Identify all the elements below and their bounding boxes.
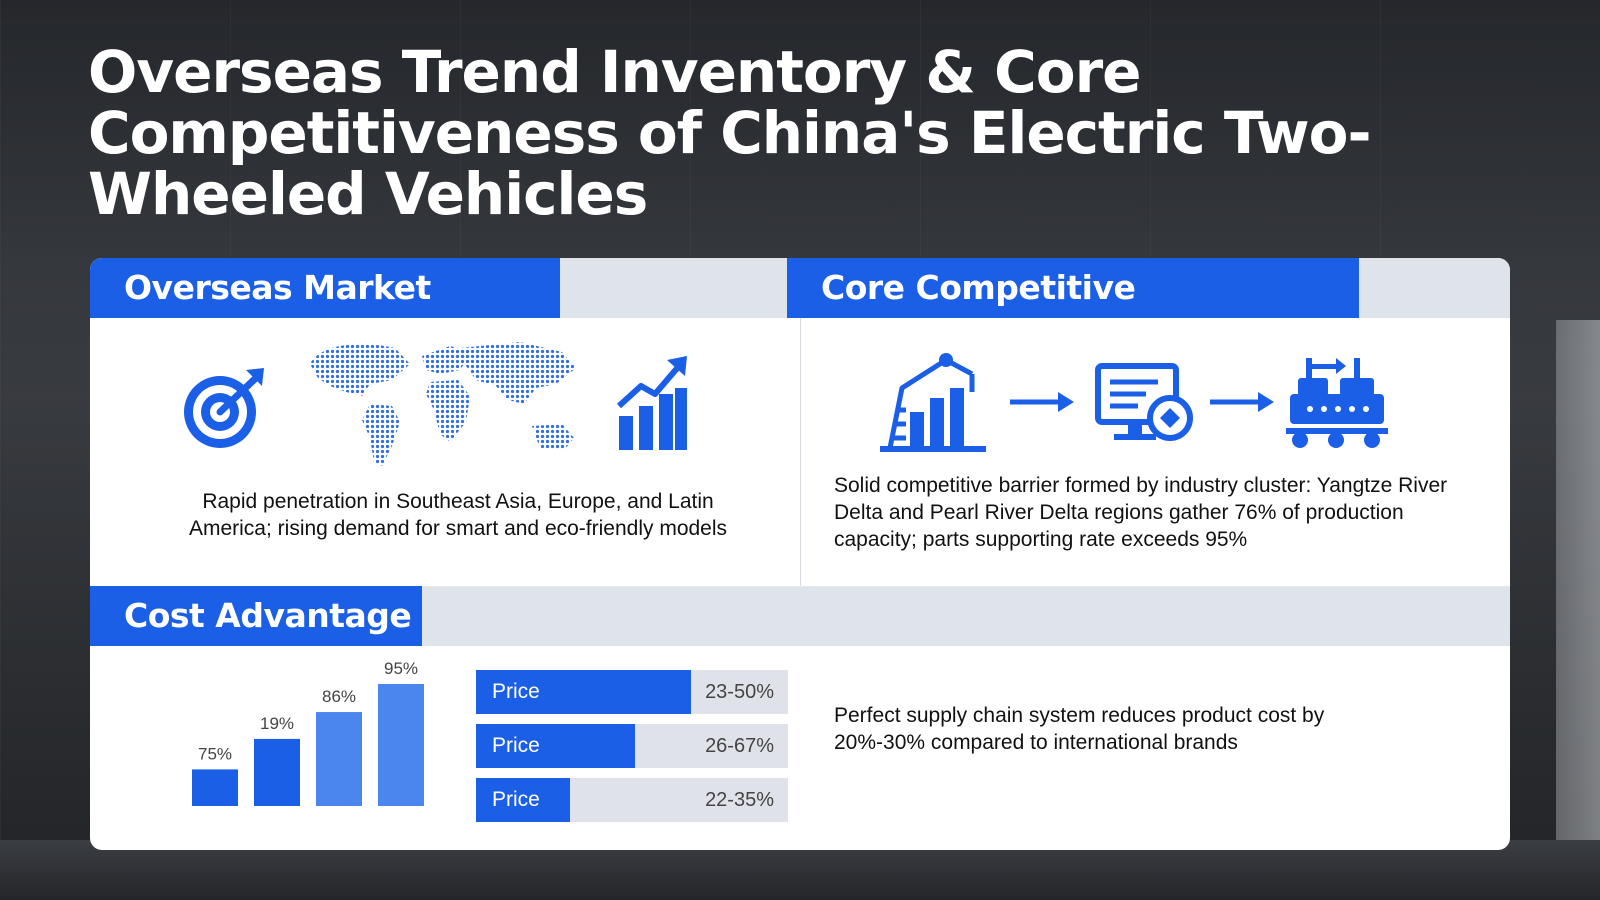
production-line-icon: [1286, 358, 1388, 448]
price-label: Price: [492, 788, 540, 811]
row-divider: [90, 586, 1510, 587]
price-range-value: 22-35%: [705, 789, 774, 811]
arrow-right-icon: [1210, 392, 1274, 412]
price-row: Price 26-67%: [476, 724, 788, 768]
cost-bar: [192, 769, 238, 806]
core-advantages-heading: Core Competitive Advantages: [787, 258, 1359, 367]
page-title: Overseas Trend Inventory & Core Competit…: [88, 38, 1372, 228]
market-trends-text: Rapid penetration in Southeast Asia, Eur…: [188, 490, 728, 540]
price-row: Price 23-50%: [476, 670, 788, 714]
arrow-right-icon: [1010, 392, 1074, 412]
price-bar-fill: [476, 724, 636, 768]
core-advantages-text: Solid competitive barrier formed by indu…: [834, 474, 1448, 551]
cost-bar: [378, 684, 424, 806]
infographic-card: Overseas Market Trends Core Competitive …: [90, 258, 1510, 850]
cost-bar-label: 75%: [198, 744, 232, 763]
target-icon: [184, 368, 264, 448]
monitor-icon: [1095, 363, 1193, 441]
cost-advantage-heading: Cost Advantage: [90, 586, 422, 646]
price-range-list: Price 23-50% Price 26-67% Price 22-35%: [476, 670, 788, 832]
price-label: Price: [492, 680, 540, 703]
price-bar-fill: [476, 670, 692, 714]
background-floor: [0, 840, 1600, 900]
world-map-icon: [310, 342, 576, 466]
price-range-value: 23-50%: [705, 681, 774, 703]
factory-icon: [880, 353, 986, 452]
price-label: Price: [492, 734, 540, 757]
cost-bar: [316, 712, 362, 806]
cost-bar-label: 95%: [384, 662, 418, 678]
background-panel: [1556, 320, 1600, 840]
price-range-value: 26-67%: [705, 735, 774, 757]
cost-advantage-text: Perfect supply chain system reduces prod…: [834, 704, 1325, 754]
cost-bar-chart: 75% 19% 86% 95%: [192, 662, 424, 806]
price-row: Price 22-35%: [476, 778, 788, 822]
cost-bar: [254, 738, 300, 806]
column-divider: [800, 258, 801, 586]
cost-bar-label: 86%: [322, 687, 356, 706]
market-trends-heading: Overseas Market Trends: [90, 258, 560, 367]
price-bar-fill: [476, 778, 570, 822]
cost-bar-label: 19%: [260, 714, 294, 733]
growth-chart-icon: [616, 356, 687, 450]
